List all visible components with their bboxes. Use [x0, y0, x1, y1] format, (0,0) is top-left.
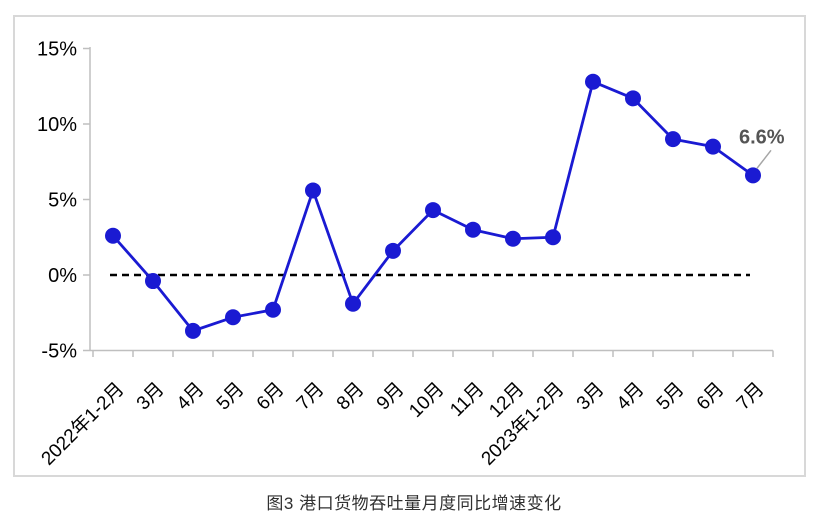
- data-point: [745, 167, 761, 184]
- data-point: [185, 322, 201, 339]
- x-tick-label: 11月: [446, 379, 488, 421]
- data-point: [505, 230, 521, 247]
- x-tick-label: 6月: [253, 379, 289, 415]
- x-tick-label: 4月: [173, 379, 209, 415]
- data-point: [265, 301, 281, 318]
- y-tick-label: 5%: [48, 190, 77, 212]
- data-point: [585, 73, 601, 90]
- data-point: [345, 295, 361, 312]
- x-tick-label: 3月: [573, 379, 609, 415]
- data-point: [705, 138, 721, 155]
- y-tick-label: -5%: [41, 341, 77, 363]
- x-tick-label: 6月: [693, 379, 729, 415]
- x-tick-label: 5月: [653, 379, 689, 415]
- x-tick-label: 7月: [733, 379, 769, 415]
- data-point: [385, 242, 401, 259]
- y-tick-label: 15%: [37, 39, 77, 61]
- x-tick-label: 5月: [213, 379, 249, 415]
- x-tick-label: 7月: [293, 379, 329, 415]
- data-point: [105, 227, 121, 244]
- data-point: [145, 273, 161, 290]
- chart-panel: [13, 15, 806, 477]
- data-point: [225, 309, 241, 326]
- data-point: [305, 182, 321, 199]
- data-point: [625, 90, 641, 107]
- x-tick-label: 8月: [333, 379, 369, 415]
- chart-caption: 图3 港口货物吞吐量月度同比增速变化: [266, 494, 562, 513]
- x-tick-label: 2022年1-2月: [37, 378, 129, 470]
- data-point: [425, 202, 441, 219]
- y-tick-label: 10%: [37, 114, 77, 136]
- data-point: [545, 229, 561, 246]
- x-tick-label: 3月: [133, 379, 169, 415]
- data-point: [665, 131, 681, 148]
- annotation-leader-line: [756, 149, 772, 169]
- x-tick-label: 9月: [373, 379, 409, 415]
- x-tick-label: 4月: [613, 379, 649, 415]
- x-tick-label: 10月: [405, 379, 448, 422]
- data-label: 6.6%: [739, 126, 785, 148]
- data-point: [465, 221, 481, 238]
- y-tick-label: 0%: [48, 265, 77, 287]
